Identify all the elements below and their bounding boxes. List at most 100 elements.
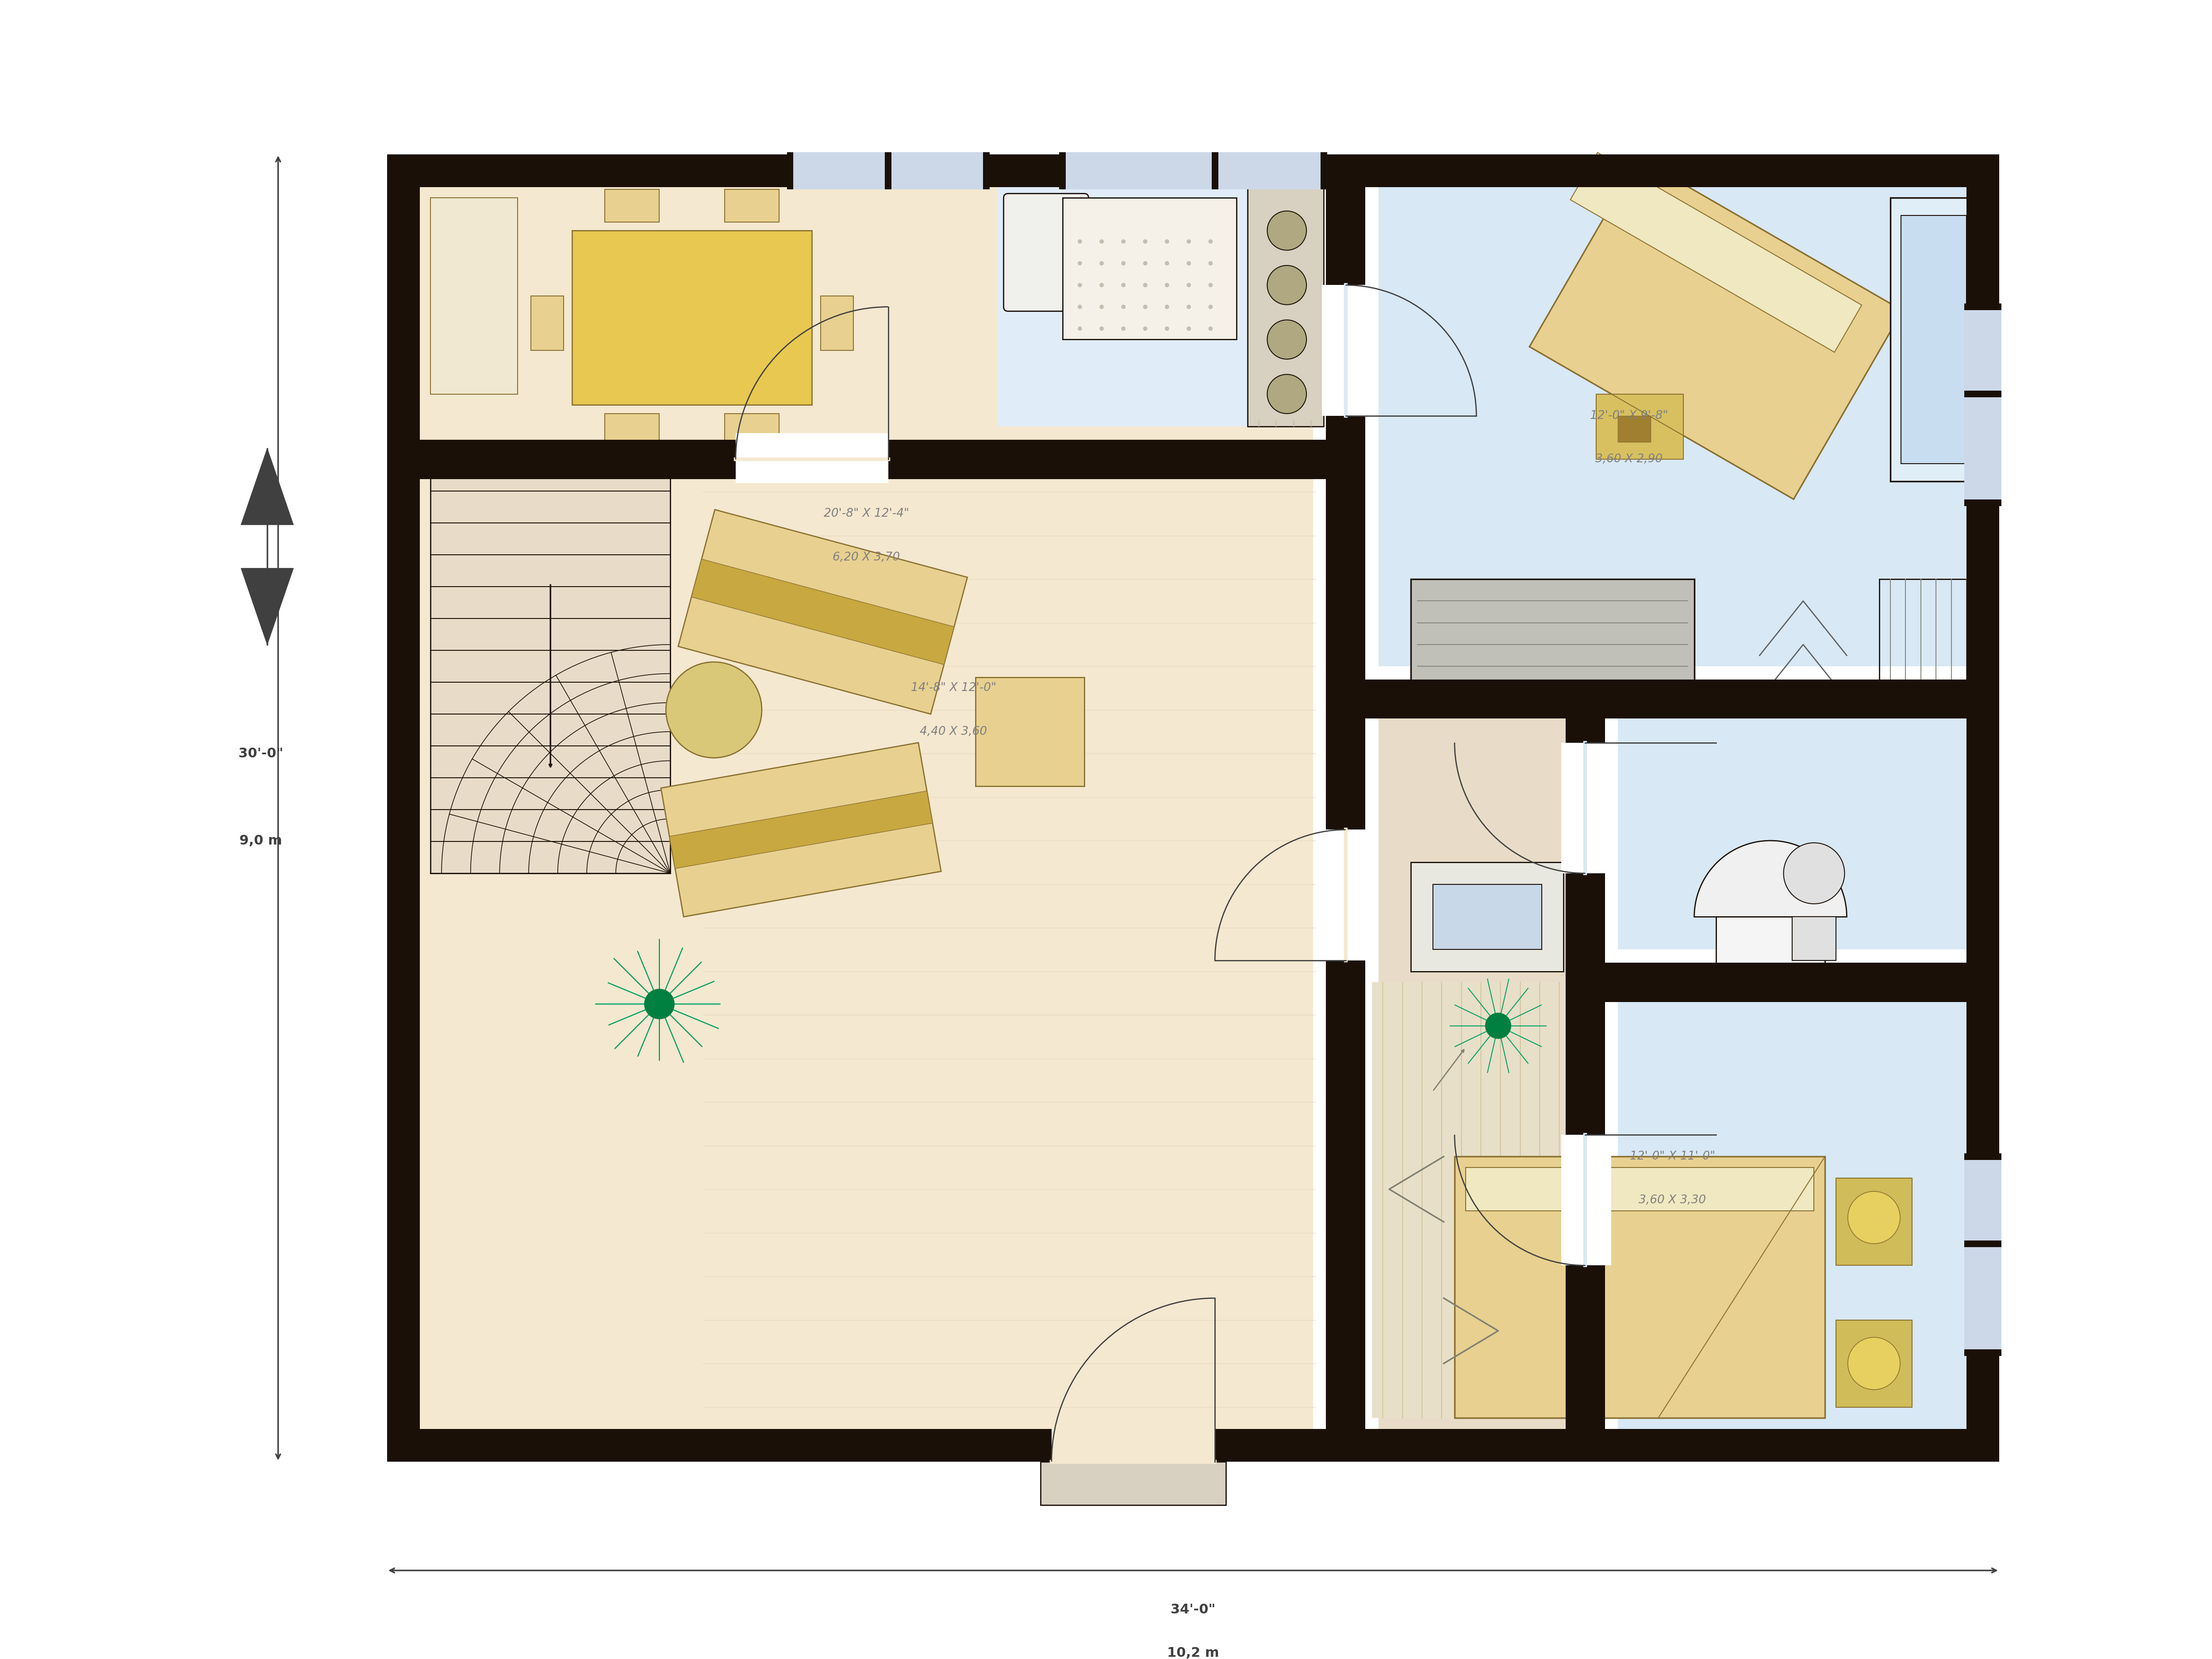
Bar bbox=[1321, 153, 1327, 189]
Bar bbox=[1051, 1427, 1214, 1463]
Bar bbox=[420, 187, 1314, 1428]
Bar bbox=[726, 189, 779, 222]
Bar bbox=[1836, 1178, 1911, 1266]
Circle shape bbox=[1208, 239, 1212, 244]
Polygon shape bbox=[1528, 158, 1902, 499]
Circle shape bbox=[1208, 305, 1212, 309]
Circle shape bbox=[1267, 320, 1307, 358]
Circle shape bbox=[1144, 239, 1148, 244]
Circle shape bbox=[1186, 327, 1190, 330]
Circle shape bbox=[1077, 305, 1082, 309]
Circle shape bbox=[1186, 239, 1190, 244]
Circle shape bbox=[1847, 1191, 1900, 1244]
Circle shape bbox=[1099, 327, 1104, 330]
Text: 20'-8" X 12'-4": 20'-8" X 12'-4" bbox=[823, 508, 909, 519]
Bar bbox=[1964, 1241, 2002, 1248]
Bar bbox=[1617, 416, 1650, 441]
Circle shape bbox=[1121, 239, 1126, 244]
Bar bbox=[885, 153, 891, 189]
Bar bbox=[821, 295, 854, 350]
Text: 9,0 m: 9,0 m bbox=[239, 834, 283, 848]
Circle shape bbox=[1166, 239, 1170, 244]
Circle shape bbox=[1267, 265, 1307, 305]
Circle shape bbox=[1099, 260, 1104, 265]
Bar bbox=[1365, 680, 1966, 718]
Bar bbox=[1880, 579, 1989, 688]
Circle shape bbox=[1144, 327, 1148, 330]
Circle shape bbox=[1166, 327, 1170, 330]
Bar bbox=[604, 189, 659, 222]
Text: 12'-0" X 9'-8": 12'-0" X 9'-8" bbox=[1590, 410, 1668, 421]
Wedge shape bbox=[1694, 841, 1847, 917]
Bar bbox=[387, 1428, 2000, 1462]
Circle shape bbox=[1077, 327, 1082, 330]
Bar bbox=[787, 153, 794, 189]
Bar bbox=[1792, 917, 1836, 961]
Circle shape bbox=[1166, 284, 1170, 287]
Bar bbox=[1964, 307, 2002, 503]
Bar bbox=[1378, 698, 1586, 1428]
Bar bbox=[1212, 153, 1219, 189]
Bar bbox=[998, 187, 1314, 426]
Bar bbox=[975, 677, 1084, 786]
Text: 3,60 X 2,90: 3,60 X 2,90 bbox=[1595, 453, 1663, 465]
Bar bbox=[1566, 718, 1606, 1428]
Bar bbox=[431, 460, 670, 873]
Circle shape bbox=[1144, 260, 1148, 265]
Circle shape bbox=[1077, 239, 1082, 244]
Bar bbox=[1717, 917, 1825, 971]
Circle shape bbox=[1121, 260, 1126, 265]
Bar bbox=[573, 231, 812, 405]
Bar bbox=[1411, 863, 1564, 971]
Circle shape bbox=[644, 989, 675, 1019]
Circle shape bbox=[1267, 375, 1307, 413]
Polygon shape bbox=[241, 569, 294, 645]
Circle shape bbox=[1144, 305, 1148, 309]
Circle shape bbox=[666, 662, 761, 758]
Polygon shape bbox=[241, 448, 294, 524]
Text: 34'-0": 34'-0" bbox=[1170, 1603, 1217, 1616]
Text: 12'-0" X 11'-0": 12'-0" X 11'-0" bbox=[1630, 1151, 1714, 1163]
Bar bbox=[1964, 392, 2002, 397]
Bar bbox=[1060, 153, 1066, 189]
Polygon shape bbox=[670, 791, 933, 869]
Bar bbox=[1562, 1135, 1610, 1266]
Polygon shape bbox=[679, 509, 967, 713]
Bar bbox=[1323, 285, 1371, 416]
Bar bbox=[387, 154, 2000, 187]
Circle shape bbox=[1166, 260, 1170, 265]
Bar bbox=[420, 440, 1325, 479]
Bar bbox=[1433, 884, 1542, 949]
Text: 6,20 X 3,70: 6,20 X 3,70 bbox=[832, 552, 900, 562]
Circle shape bbox=[1783, 843, 1845, 904]
Polygon shape bbox=[661, 743, 940, 917]
Circle shape bbox=[1186, 260, 1190, 265]
Text: 10,2 m: 10,2 m bbox=[1168, 1647, 1219, 1659]
Bar bbox=[1597, 393, 1683, 460]
Text: 30'-0": 30'-0" bbox=[239, 747, 283, 760]
Bar bbox=[1325, 187, 1365, 1428]
Circle shape bbox=[1099, 239, 1104, 244]
Circle shape bbox=[1847, 1337, 1900, 1390]
Bar bbox=[726, 413, 779, 446]
Polygon shape bbox=[1571, 153, 1863, 352]
Bar bbox=[1467, 1168, 1814, 1211]
Bar bbox=[1371, 982, 1559, 1418]
Text: 3,60 X 3,30: 3,60 X 3,30 bbox=[1639, 1194, 1705, 1206]
Circle shape bbox=[1484, 1012, 1511, 1039]
Circle shape bbox=[1077, 284, 1082, 287]
Bar bbox=[1411, 579, 1694, 688]
Text: 14'-8" X 12'-0": 14'-8" X 12'-0" bbox=[911, 682, 995, 693]
Bar bbox=[1964, 499, 2002, 506]
Bar bbox=[1062, 153, 1323, 189]
Bar bbox=[1617, 698, 1966, 949]
Bar bbox=[604, 413, 659, 446]
Text: 4,40 X 3,60: 4,40 X 3,60 bbox=[920, 727, 987, 738]
Bar bbox=[1062, 197, 1237, 340]
Bar bbox=[737, 433, 889, 483]
Bar bbox=[1836, 1321, 1911, 1407]
Bar bbox=[1900, 216, 1966, 465]
Bar bbox=[790, 153, 987, 189]
Bar bbox=[1964, 1349, 2002, 1355]
Circle shape bbox=[1099, 305, 1104, 309]
